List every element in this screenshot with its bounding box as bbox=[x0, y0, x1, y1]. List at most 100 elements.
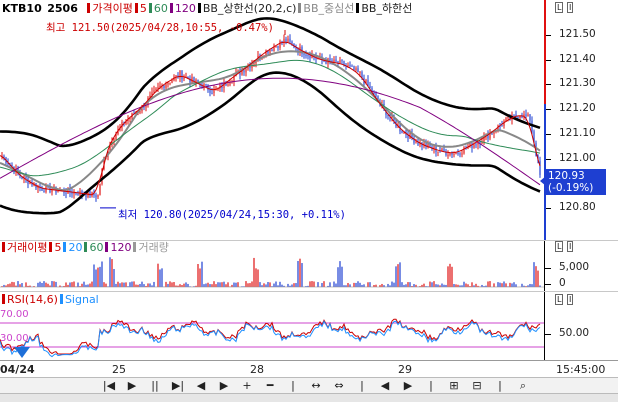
volume-bar bbox=[291, 284, 292, 287]
toolbar-button[interactable]: ⌕ bbox=[514, 379, 532, 393]
panel-button-i[interactable]: I bbox=[567, 241, 573, 252]
toolbar-button[interactable]: | bbox=[491, 379, 509, 393]
toolbar-button[interactable]: ▶ bbox=[399, 379, 417, 393]
volume-bar bbox=[21, 283, 22, 287]
volume-bar bbox=[53, 281, 54, 287]
candle-body bbox=[277, 46, 278, 48]
legend-item-label[interactable]: RSI(14,6) bbox=[7, 293, 58, 306]
volume-bar bbox=[135, 285, 136, 287]
volume-bar bbox=[535, 266, 536, 287]
price-axis-down-marker bbox=[544, 104, 546, 240]
toolbar-button[interactable]: ↔ bbox=[307, 379, 325, 393]
time-axis[interactable]: 04/24 25 28 29 15:45:00 bbox=[0, 360, 618, 378]
volume-bar bbox=[341, 267, 342, 287]
legend-item-label[interactable]: 120 bbox=[110, 241, 131, 254]
toolbar-button[interactable]: ━ bbox=[261, 379, 279, 393]
volume-bar bbox=[395, 266, 396, 287]
volume-axis[interactable]: L I 5,000 0 bbox=[544, 241, 618, 291]
legend-item-label[interactable]: 5 bbox=[54, 241, 61, 254]
toolbar-button[interactable]: || bbox=[146, 379, 164, 393]
candle-body bbox=[163, 85, 164, 88]
volume-bar bbox=[205, 284, 206, 287]
volume-bar bbox=[393, 283, 394, 287]
volume-bar bbox=[157, 264, 158, 287]
volume-bar bbox=[301, 263, 302, 287]
candle-body bbox=[357, 68, 358, 72]
volume-bar bbox=[409, 282, 410, 287]
volume-bar bbox=[381, 284, 382, 287]
toolbar-button[interactable]: ▶ bbox=[215, 379, 233, 393]
rsi-line bbox=[0, 319, 540, 354]
candle-body bbox=[229, 83, 230, 85]
price-chart-canvas[interactable] bbox=[0, 0, 544, 240]
panel-button-l[interactable]: L bbox=[555, 241, 563, 252]
candle-body bbox=[181, 71, 182, 79]
toolbar-button[interactable]: | bbox=[284, 379, 302, 393]
toolbar-button[interactable]: ⇔ bbox=[330, 379, 348, 393]
legend-item-label[interactable]: 60 bbox=[89, 241, 103, 254]
candle-body bbox=[447, 155, 448, 156]
volume-bar bbox=[231, 285, 232, 287]
volume-bar bbox=[267, 282, 268, 287]
volume-bar bbox=[443, 285, 444, 287]
legend-item-label[interactable]: 60 bbox=[154, 2, 168, 15]
volume-bar bbox=[93, 264, 94, 287]
volume-bar bbox=[471, 282, 472, 287]
toolbar-button[interactable]: + bbox=[238, 379, 256, 393]
volume-bar bbox=[531, 284, 532, 287]
toolbar-button[interactable]: | bbox=[422, 379, 440, 393]
toolbar-button[interactable]: ⊟ bbox=[468, 379, 486, 393]
volume-bar bbox=[245, 281, 246, 287]
legend-item-label[interactable]: 20 bbox=[68, 241, 82, 254]
legend-item-label[interactable]: 5 bbox=[140, 2, 147, 15]
volume-bar bbox=[129, 282, 130, 287]
volume-bar bbox=[415, 285, 416, 287]
candle-body bbox=[65, 193, 66, 194]
panel-button-l[interactable]: L bbox=[555, 2, 563, 13]
legend-swatch bbox=[49, 242, 52, 252]
legend-item-label[interactable]: BB_중심선 bbox=[303, 2, 354, 15]
legend-swatch bbox=[60, 294, 63, 304]
legend-item-label[interactable]: 가격이평 bbox=[92, 2, 132, 15]
toolbar-button[interactable]: ⊞ bbox=[445, 379, 463, 393]
volume-bar bbox=[405, 284, 406, 287]
rsi-lower-level: 30.00 bbox=[0, 333, 29, 344]
rsi-panel[interactable]: RSI(14,6)Signal 70.00 30.00 bbox=[0, 292, 544, 360]
volume-bar bbox=[185, 282, 186, 287]
candle-body bbox=[303, 54, 304, 55]
volume-bar bbox=[399, 262, 400, 287]
volume-bar bbox=[437, 284, 438, 287]
toolbar-button[interactable]: | bbox=[353, 379, 371, 393]
toolbar-button[interactable]: ◀ bbox=[192, 379, 210, 393]
legend-item-label[interactable]: 거래이평 bbox=[7, 241, 47, 254]
legend-item-label[interactable]: 거래량 bbox=[138, 241, 168, 254]
panel-button-l[interactable]: L bbox=[555, 294, 563, 305]
volume-panel[interactable]: 거래이평 5 20 60 120 거래량 bbox=[0, 241, 544, 291]
legend-item-label[interactable]: 120 bbox=[175, 2, 196, 15]
volume-bar bbox=[275, 282, 276, 287]
volume-bar bbox=[375, 285, 376, 287]
panel-button-i[interactable]: I bbox=[567, 2, 573, 13]
legend-swatch bbox=[135, 3, 138, 13]
toolbar-button[interactable]: ▶| bbox=[169, 379, 187, 393]
toolbar-button[interactable]: ▶ bbox=[123, 379, 141, 393]
candle-body bbox=[351, 66, 352, 67]
rsi-axis[interactable]: L I 50.00 bbox=[544, 292, 618, 360]
toolbar-button[interactable]: |◀ bbox=[100, 379, 118, 393]
volume-bar bbox=[499, 283, 500, 287]
volume-bar bbox=[537, 271, 538, 287]
panel-button-i[interactable]: I bbox=[567, 294, 573, 305]
legend-item-label[interactable]: BB_하한선 bbox=[361, 2, 412, 15]
date-label: 25 bbox=[112, 363, 126, 376]
legend-item-label[interactable]: Signal bbox=[65, 293, 99, 306]
volume-bar bbox=[269, 282, 270, 287]
volume-bar bbox=[119, 283, 120, 287]
legend-item-label[interactable]: BB_상한선(20,2,c) bbox=[203, 2, 297, 15]
candle-body bbox=[291, 42, 292, 44]
current-change: (-0.19%) bbox=[548, 182, 604, 194]
toolbar-button[interactable]: ◀ bbox=[376, 379, 394, 393]
volume-bar bbox=[165, 282, 166, 287]
volume-bar bbox=[505, 283, 506, 287]
